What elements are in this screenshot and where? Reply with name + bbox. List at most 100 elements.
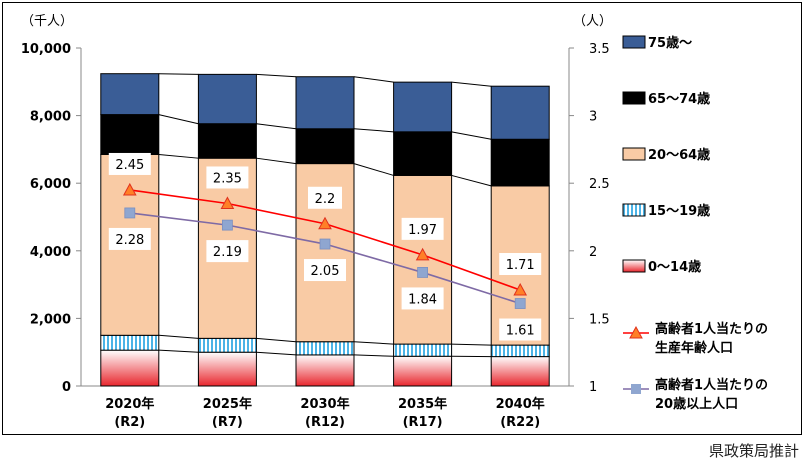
bar-segment [100,114,160,155]
legend-swatch [622,91,646,105]
bar-segment [393,131,453,176]
legend-label: 高齢者1人当たりの [655,321,768,337]
line-marker [124,207,136,219]
data-label: 2.2 [315,192,336,207]
category-label: (R22) [500,415,540,430]
legend-label: 20～64歳 [648,147,710,163]
right-tick-label: 1 [589,380,597,395]
right-axis-unit: （人） [573,14,612,29]
bar-segment [100,73,160,116]
right-tick-label: 2.5 [589,177,610,192]
population-chart: 0 2,000 4,000 6,000 8,000 10,000 1 1.5 2 2.5 3 3.5 （… [21,14,768,430]
line-marker [221,219,233,231]
data-label-box [401,287,444,310]
left-tick-label: 10,000 [21,42,71,57]
data-label: 2.19 [213,245,242,260]
bar-segment [295,341,355,356]
series-connector [256,123,297,130]
bar-segment [393,81,453,133]
bar-segment [490,356,550,387]
line-marker [514,298,526,309]
category-label: (R2) [114,415,145,430]
series-connector [353,128,394,133]
series-connector [256,351,297,356]
legend-label: 15～19歳 [648,203,710,219]
bar-segment [295,354,355,387]
data-label: 2.05 [311,264,340,279]
series-connector [353,163,394,176]
data-label: 1.61 [506,324,535,339]
line-marker [318,216,332,230]
data-label-box [304,259,346,282]
legend-label: 高齢者1人当たりの [655,377,768,393]
data-label: 2.35 [213,171,242,186]
left-tick-label: 6,000 [30,177,71,192]
data-label: 2.45 [115,158,144,173]
left-tick-label: 8,000 [30,110,71,125]
category-label: (R17) [403,415,443,430]
series-connector [256,73,297,78]
category-label: 2030年 [300,396,349,412]
category-label: 2035年 [398,396,447,412]
bar-segment [100,349,160,387]
right-tick-label: 2 [589,245,597,260]
category-label: 2025年 [203,396,252,412]
chart-frame: 0 2,000 4,000 6,000 8,000 10,000 1 1.5 2 2.5 3 3.5 （… [2,2,802,435]
legend-swatch [622,203,646,217]
series-connector [158,114,199,125]
bar-segment [197,337,257,353]
legend-label: 20歳以上人口 [655,396,738,412]
line-marker [513,282,528,296]
bar-segment [490,344,550,358]
category-label: 2020年 [105,396,154,412]
bar-segment [100,334,160,351]
bar-segment [490,138,550,187]
legend-label: 0～14歳 [648,259,701,275]
data-label-box [206,240,249,263]
bar-segment [295,76,355,130]
legend-swatch [622,259,646,273]
series-connector [451,131,492,140]
legend-swatch [622,35,646,49]
legend-marker [631,384,641,394]
series-connector [451,343,492,346]
data-label-box [108,152,151,175]
right-tick-label: 3 [589,110,597,125]
line-marker [319,238,331,250]
series-connector [256,337,297,343]
series-connector [158,349,199,353]
category-label: (R7) [212,415,243,430]
left-axis-unit: （千人） [21,14,73,29]
series-connector [451,174,492,187]
series-connector [353,341,394,345]
bar-segment [197,123,257,159]
legend-label: 65～74歳 [648,91,710,107]
line-marker [122,182,137,196]
line-marker [417,267,429,278]
data-label: 1.84 [408,292,437,307]
data-label-box [108,227,151,250]
left-tick-label: 4,000 [30,245,71,260]
data-label-box [499,253,542,276]
series-connector [353,76,394,83]
source-note: 県政策局推計 [708,442,799,460]
series-connector [158,73,199,75]
legend-swatch [622,147,646,161]
bar-segment [197,351,257,387]
bar-segment [393,355,453,387]
data-label: 1.97 [408,223,437,238]
line-marker [415,247,430,261]
data-label-box [401,217,444,240]
category-label: (R12) [305,415,345,430]
bar-segment [295,128,355,165]
data-label-box [206,166,249,189]
series-connector [158,153,199,159]
line-marker [220,196,235,209]
bar-segment [197,73,257,125]
category-label: 2040年 [496,396,545,412]
series-connector [451,81,492,87]
right-tick-label: 3.5 [589,42,610,57]
data-label-box [308,186,342,209]
series-connector [353,354,394,357]
left-tick-label: 2,000 [30,312,71,327]
